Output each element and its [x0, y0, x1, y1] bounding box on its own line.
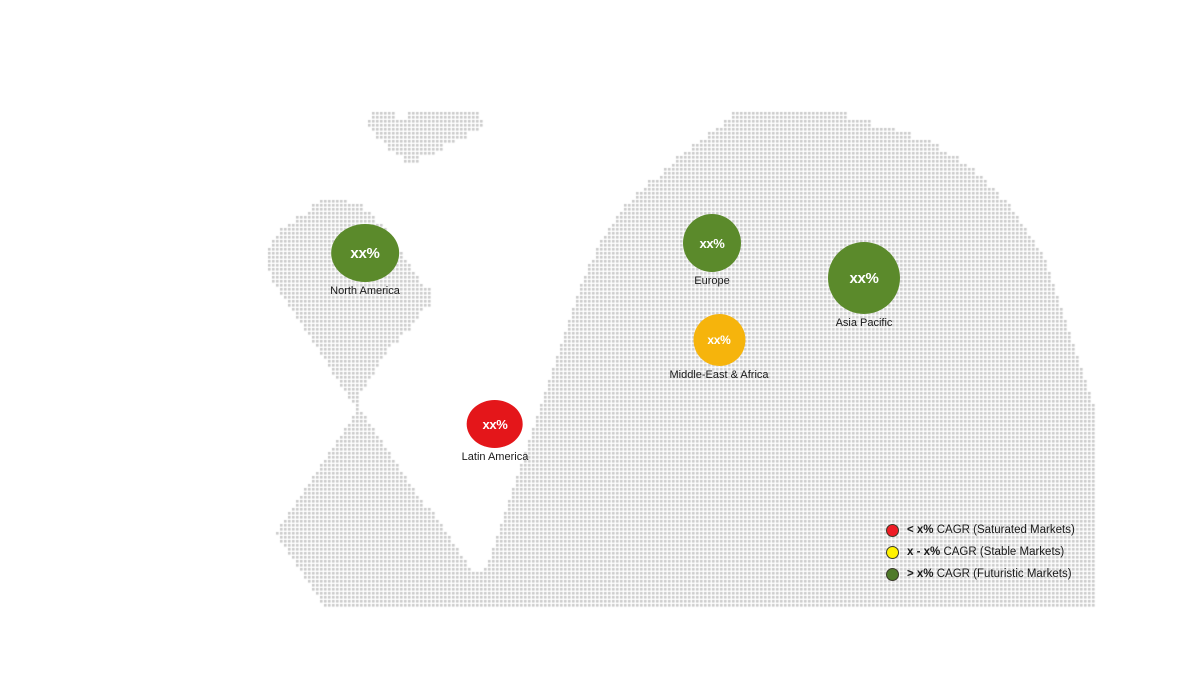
- legend-dot-saturated: [886, 523, 899, 537]
- region-bubble-north-america[interactable]: xx% North America: [330, 224, 400, 297]
- legend-desc-futuristic: CAGR (Futuristic Markets): [933, 568, 1072, 580]
- bubble-label-latin-america: Latin America: [461, 451, 529, 463]
- bubble-label-middle-east-africa: Middle-East & Africa: [669, 369, 769, 381]
- bubble-value-middle-east-africa: xx%: [707, 333, 731, 347]
- bubble-label-asia-pacific: Asia Pacific: [835, 317, 893, 329]
- legend: < x% CAGR (Saturated Markets) x - x% CAGR…: [886, 519, 1075, 585]
- legend-dot-stable: [886, 545, 899, 559]
- region-bubble-middle-east-africa[interactable]: xx% Middle-East & Africa: [669, 314, 769, 381]
- legend-range-stable: x - x%: [907, 546, 941, 558]
- legend-text-saturated: < x% CAGR (Saturated Markets): [907, 524, 1075, 536]
- legend-desc-saturated: CAGR (Saturated Markets): [933, 524, 1075, 536]
- legend-text-futuristic: > x% CAGR (Futuristic Markets): [907, 568, 1072, 580]
- legend-desc-stable: CAGR (Stable Markets): [940, 546, 1065, 558]
- legend-range-saturated: < x%: [907, 524, 934, 536]
- bubble-value-europe: xx%: [699, 235, 725, 251]
- bubble-circle-europe[interactable]: xx%: [683, 214, 741, 272]
- bubble-circle-north-america[interactable]: xx%: [330, 224, 399, 282]
- bubble-value-latin-america: xx%: [482, 416, 508, 432]
- bubble-label-north-america: North America: [330, 285, 400, 297]
- bubble-value-asia-pacific: xx%: [849, 269, 879, 287]
- legend-item-saturated[interactable]: < x% CAGR (Saturated Markets): [886, 519, 1075, 541]
- legend-range-futuristic: > x%: [907, 568, 934, 580]
- bubble-circle-latin-america[interactable]: xx%: [467, 400, 523, 448]
- bubble-circle-middle-east-africa[interactable]: xx%: [692, 314, 745, 366]
- region-bubble-europe[interactable]: xx% Europe: [683, 214, 741, 287]
- legend-item-futuristic[interactable]: > x% CAGR (Futuristic Markets): [886, 563, 1075, 585]
- region-bubble-latin-america[interactable]: xx% Latin America: [461, 400, 529, 463]
- legend-dot-futuristic: [886, 567, 899, 581]
- region-bubble-asia-pacific[interactable]: xx% Asia Pacific: [828, 242, 900, 329]
- legend-text-stable: x - x% CAGR (Stable Markets): [907, 546, 1064, 558]
- legend-item-stable[interactable]: x - x% CAGR (Stable Markets): [886, 541, 1075, 563]
- bubble-value-north-america: xx%: [350, 244, 380, 262]
- bubble-circle-asia-pacific[interactable]: xx%: [828, 242, 900, 314]
- bubble-label-europe: Europe: [694, 275, 730, 287]
